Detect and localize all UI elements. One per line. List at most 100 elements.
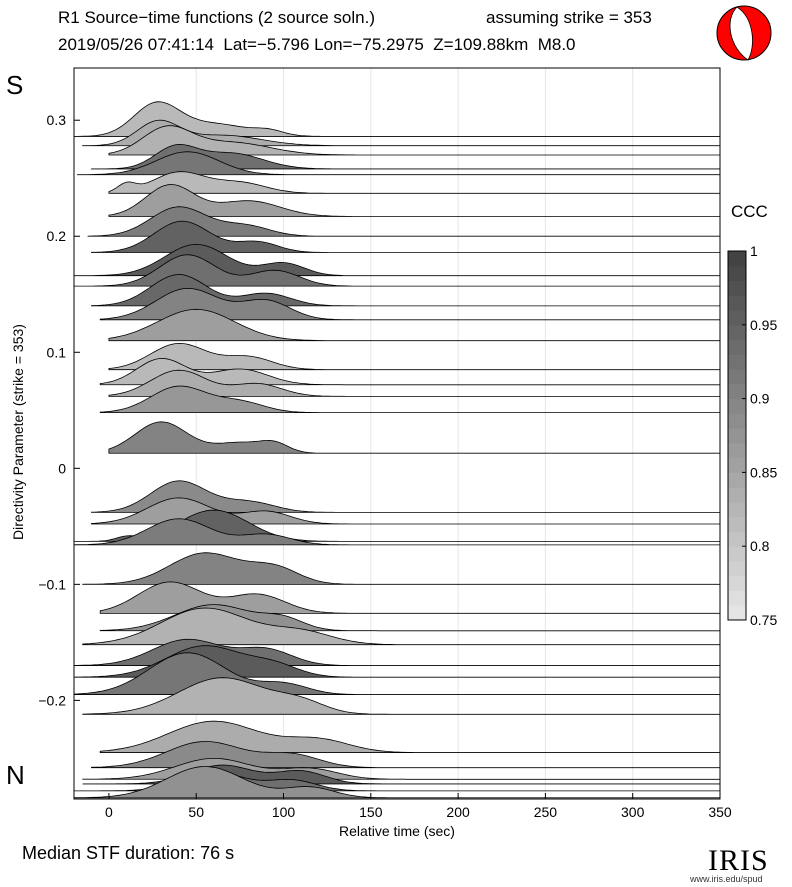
colorbar-step bbox=[728, 295, 746, 311]
colorbar-step bbox=[728, 369, 746, 385]
colorbar-step bbox=[728, 590, 746, 606]
stf-area bbox=[73, 645, 721, 678]
stf-area bbox=[108, 421, 721, 454]
colorbar-step bbox=[728, 251, 746, 267]
stf-area bbox=[99, 581, 721, 614]
stf-area bbox=[82, 677, 721, 715]
stf-trace-stf24 bbox=[81, 552, 721, 585]
south-label: S bbox=[6, 70, 24, 100]
stf-trace-stf19 bbox=[108, 421, 721, 454]
stf-trace-stf25 bbox=[99, 581, 721, 614]
stf-area bbox=[99, 385, 721, 414]
stf-area bbox=[91, 497, 721, 525]
stf-trace-stf10 bbox=[73, 243, 721, 277]
stf-area bbox=[82, 607, 721, 646]
colorbar-tick-label: 0.95 bbox=[750, 317, 777, 333]
stf-trace-stf4 bbox=[90, 143, 721, 170]
colorbar-step bbox=[728, 560, 746, 577]
stf-area bbox=[81, 552, 721, 585]
stf-area bbox=[108, 184, 721, 217]
colorbar-step bbox=[728, 605, 746, 621]
y-tick-label: 0.3 bbox=[47, 112, 67, 128]
stf-trace-stf23 bbox=[73, 518, 721, 546]
x-axis-label: Relative time (sec) bbox=[339, 823, 455, 839]
stf-area bbox=[73, 518, 721, 546]
stf-trace-stf33 bbox=[91, 741, 721, 769]
stf-area bbox=[73, 766, 721, 799]
beachball-white-lobe bbox=[729, 6, 753, 61]
stf-trace-stf15 bbox=[108, 342, 721, 371]
colorbar-step bbox=[728, 310, 746, 326]
colorbar-step bbox=[728, 339, 746, 355]
stf-trace-stf8 bbox=[87, 206, 721, 237]
colorbar-tick-label: 0.75 bbox=[750, 612, 777, 628]
stf-trace-stf30 bbox=[73, 652, 721, 695]
colorbar-step bbox=[728, 516, 746, 532]
y-axis: −0.2 −0.1 0 0.1 0.2 0.3 bbox=[38, 112, 80, 708]
stf-area bbox=[99, 357, 721, 386]
colorbar-step bbox=[728, 428, 746, 444]
colorbar-step bbox=[728, 457, 746, 473]
x-tick-label: 150 bbox=[359, 804, 383, 820]
y-tick-label: −0.1 bbox=[38, 576, 66, 592]
x-tick-label: 250 bbox=[534, 804, 558, 820]
stf-area bbox=[73, 101, 721, 137]
stf-trace-stf9 bbox=[90, 220, 721, 253]
colorbar-tick-label: 0.9 bbox=[750, 391, 770, 407]
stf-area bbox=[77, 151, 721, 176]
iris-logo-text: IRIS bbox=[708, 844, 769, 877]
y-tick-label: 0.1 bbox=[47, 344, 67, 360]
stf-trace-stf17 bbox=[108, 369, 721, 397]
stf-area bbox=[73, 254, 721, 287]
colorbar-step bbox=[728, 531, 746, 547]
colorbar-step bbox=[728, 442, 746, 459]
stf-area bbox=[90, 143, 721, 170]
y-axis-label: Directivity Parameter (strike = 353) bbox=[10, 324, 26, 540]
iris-url: www.iris.edu/spud bbox=[690, 874, 763, 884]
stf-area bbox=[108, 171, 721, 194]
trace-layer bbox=[73, 101, 721, 799]
stf-trace-stf29 bbox=[73, 645, 721, 678]
stf-area bbox=[90, 480, 721, 513]
stf-trace-stf1 bbox=[73, 101, 721, 137]
stf-trace-stf27 bbox=[82, 607, 721, 646]
stf-trace-stf3 bbox=[108, 125, 721, 156]
stf-trace-stf37 bbox=[73, 766, 721, 799]
x-tick-label: 350 bbox=[708, 804, 732, 820]
stf-trace-stf21 bbox=[91, 497, 721, 525]
stf-trace-stf11 bbox=[73, 254, 721, 287]
colorbar-step bbox=[728, 413, 746, 429]
stf-area bbox=[99, 720, 721, 753]
stf-area bbox=[90, 274, 721, 307]
y-tick-label: −0.2 bbox=[38, 692, 66, 708]
stf-area bbox=[108, 125, 721, 156]
north-label: N bbox=[6, 760, 25, 790]
stf-trace-stf14 bbox=[108, 308, 721, 342]
stf-trace-stf7 bbox=[108, 184, 721, 217]
colorbar-step bbox=[728, 280, 746, 296]
colorbar-step bbox=[728, 575, 746, 591]
iris-logo: IRIS www.iris.edu/spud bbox=[690, 832, 782, 886]
x-axis: 0 50 100 150 200 250 300 350 bbox=[105, 793, 732, 820]
colorbar-step bbox=[728, 324, 746, 341]
stf-area bbox=[99, 287, 721, 321]
stf-trace-stf16 bbox=[99, 357, 721, 386]
event-info: 2019/05/26 07:41:14 Lat=−5.796 Lon=−75.2… bbox=[58, 35, 576, 54]
median-duration: Median STF duration: 76 s bbox=[22, 843, 235, 863]
stf-area bbox=[73, 652, 721, 695]
stf-trace-stf32 bbox=[99, 720, 721, 753]
stf-trace-stf6 bbox=[108, 171, 721, 194]
x-tick-label: 200 bbox=[446, 804, 470, 820]
stf-trace-stf12 bbox=[90, 274, 721, 307]
plot-frame bbox=[73, 67, 721, 800]
stf-area bbox=[108, 308, 721, 342]
stf-area bbox=[91, 741, 721, 769]
colorbar-step bbox=[728, 398, 746, 414]
stf-area bbox=[73, 243, 721, 277]
stf-trace-stf5 bbox=[77, 151, 721, 176]
ccc-colorbar: 0.75 0.8 0.85 0.9 0.95 1 bbox=[727, 243, 777, 628]
colorbar-step bbox=[728, 265, 746, 282]
y-tick-label: 0.2 bbox=[47, 228, 67, 244]
colorbar-tick-label: 0.85 bbox=[750, 464, 777, 480]
